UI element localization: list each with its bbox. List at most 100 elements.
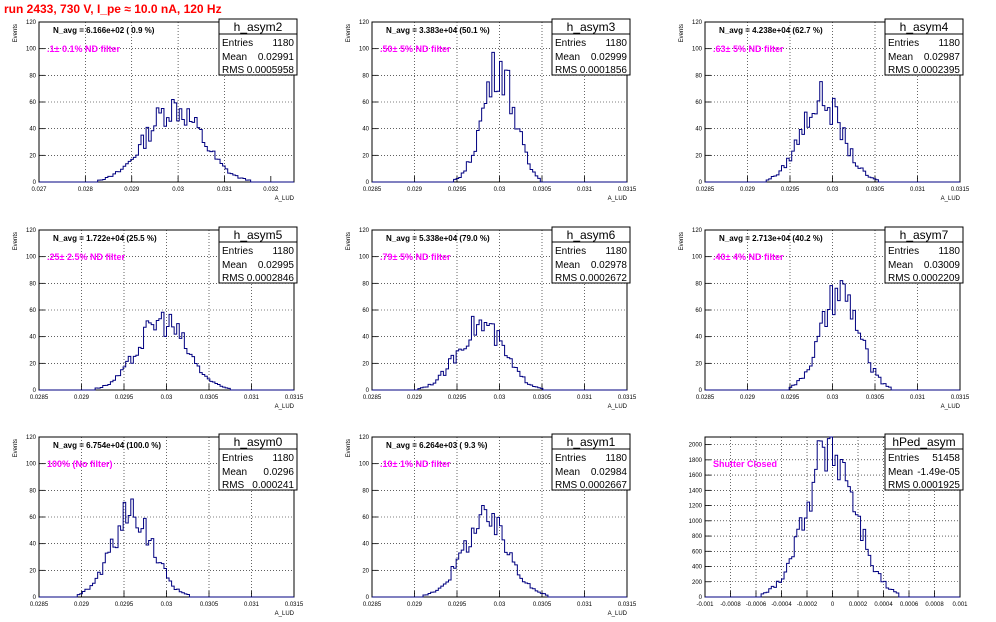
x-tick-label: 0.0315 bbox=[618, 602, 637, 608]
x-tick-label: 0.031 bbox=[910, 395, 926, 401]
x-tick-label: 0.0305 bbox=[533, 395, 552, 401]
x-tick-label: 0.0285 bbox=[363, 187, 382, 193]
y-tick-label: 0 bbox=[33, 595, 37, 601]
x-tick-label: 0.027 bbox=[31, 187, 47, 193]
y-tick-label: 120 bbox=[26, 20, 37, 26]
x-axis-label: A_LUD bbox=[275, 196, 295, 202]
y-tick-label: 60 bbox=[695, 100, 702, 106]
x-tick-label: 0.0305 bbox=[200, 602, 219, 608]
n-avg-label: N_avg = 2.713e+04 (40.2 %) bbox=[719, 234, 823, 243]
y-tick-label: 40 bbox=[362, 335, 369, 341]
filter-label: .25± 2.5% ND filter bbox=[47, 252, 125, 262]
x-tick-label: 0.0305 bbox=[866, 187, 885, 193]
filter-label: .79± 5% ND filter bbox=[380, 252, 451, 262]
x-tick-label: 0.03 bbox=[827, 187, 839, 193]
histogram-h_asym1: 0 20 40 60 80 100 120 0.0285 0.029 0.0295 0.03 0.03… bbox=[346, 433, 637, 617]
stats-mean-label: Mean bbox=[555, 52, 580, 63]
y-tick-label: 60 bbox=[29, 308, 36, 314]
x-axis-label: A_LUD bbox=[275, 404, 295, 410]
stats-entries-value: 1180 bbox=[605, 453, 627, 464]
y-tick-label: 40 bbox=[362, 127, 369, 133]
x-tick-label: 0.032 bbox=[263, 187, 279, 193]
y-tick-label: 80 bbox=[695, 73, 702, 79]
y-tick-label: 100 bbox=[692, 47, 703, 53]
y-tick-label: 120 bbox=[359, 228, 370, 234]
stats-entries-value: 1180 bbox=[938, 246, 960, 257]
x-tick-label: 0.0305 bbox=[866, 395, 885, 401]
stats-mean-label: Mean bbox=[888, 52, 913, 63]
stats-rms-value: 0.0001925 bbox=[913, 480, 961, 491]
stats-mean-label: Mean bbox=[222, 260, 247, 271]
stats-rms-label: RMS bbox=[555, 65, 578, 76]
y-tick-label: 1000 bbox=[689, 519, 703, 525]
stats-rms-value: 0.0005958 bbox=[247, 65, 295, 76]
y-tick-label: 20 bbox=[362, 568, 369, 574]
y-axis-label: Events bbox=[346, 439, 352, 457]
x-tick-label: 0.029 bbox=[407, 395, 423, 401]
y-axis-label: Events bbox=[13, 232, 19, 250]
y-tick-label: 100 bbox=[26, 47, 37, 53]
stats-rms-value: 0.0002846 bbox=[247, 273, 295, 284]
y-tick-label: 80 bbox=[362, 73, 369, 79]
x-tick-label: 0.0305 bbox=[200, 395, 219, 401]
y-tick-label: 100 bbox=[359, 462, 370, 468]
n-avg-label: N_avg = 5.338e+04 (79.0 %) bbox=[386, 234, 490, 243]
x-tick-label: 0 bbox=[831, 602, 835, 608]
stats-entries-label: Entries bbox=[555, 246, 586, 257]
x-tick-label: 0.031 bbox=[577, 602, 593, 608]
filter-label: .40± 4% ND filter bbox=[713, 252, 784, 262]
histogram-h_asym2: 0 20 40 60 80 100 120 0.027 0.028 0.029 0.03 0.031 0… bbox=[13, 18, 298, 202]
stats-title: h_asym2 bbox=[234, 20, 283, 34]
histogram-hPed_asym: 0 200 400 600 800 1000 1200 1400 1600 1800 2000 -0.… bbox=[689, 433, 968, 608]
stats-mean-value: 0.02987 bbox=[924, 52, 961, 63]
histogram-h_asym4: 0 20 40 60 80 100 120 0.0285 0.029 0.0295 0.03 0.03… bbox=[679, 18, 970, 202]
stats-box bbox=[218, 226, 298, 284]
y-axis-label: Events bbox=[346, 232, 352, 250]
y-tick-label: 200 bbox=[692, 580, 703, 586]
stats-entries-value: 1180 bbox=[272, 246, 294, 257]
y-tick-label: 60 bbox=[29, 100, 36, 106]
x-tick-label: 0.0295 bbox=[448, 187, 467, 193]
stats-box bbox=[884, 18, 964, 76]
stats-rms-label: RMS bbox=[888, 65, 911, 76]
x-tick-label: 0.031 bbox=[577, 395, 593, 401]
histogram-h_asym5: 0 20 40 60 80 100 120 0.0285 0.029 0.0295 0.03 0.03… bbox=[13, 226, 304, 410]
stats-rms-value: 0.0001856 bbox=[580, 65, 628, 76]
histogram-h_asym0: 0 20 40 60 80 100 120 0.0285 0.029 0.0295 0.03 0.03… bbox=[13, 433, 304, 617]
stats-entries-label: Entries bbox=[222, 246, 253, 257]
stats-box bbox=[884, 433, 964, 491]
x-tick-label: 0.0315 bbox=[618, 395, 637, 401]
y-axis-label: Events bbox=[679, 24, 685, 42]
y-tick-label: 60 bbox=[695, 308, 702, 314]
histogram-line bbox=[372, 505, 627, 598]
y-tick-label: 0 bbox=[366, 180, 370, 186]
stats-box bbox=[884, 226, 964, 284]
x-tick-label: 0.0315 bbox=[618, 187, 637, 193]
y-tick-label: 100 bbox=[359, 255, 370, 261]
x-tick-label: 0.03 bbox=[827, 395, 839, 401]
filter-label: .50± 5% ND filter bbox=[380, 44, 451, 54]
x-tick-label: 0.0004 bbox=[874, 602, 893, 608]
y-tick-label: 0 bbox=[33, 180, 37, 186]
x-tick-label: 0.0305 bbox=[533, 602, 552, 608]
histogram-line bbox=[705, 280, 960, 391]
x-tick-label: 0.0285 bbox=[363, 395, 382, 401]
stats-mean-label: Mean bbox=[888, 467, 913, 478]
y-tick-label: 40 bbox=[695, 127, 702, 133]
stats-mean-value: -1.49e-05 bbox=[917, 467, 960, 478]
stats-mean-value: 0.02995 bbox=[258, 260, 295, 271]
stats-mean-label: Mean bbox=[555, 260, 580, 271]
x-tick-label: 0.0295 bbox=[448, 602, 467, 608]
y-tick-label: 40 bbox=[29, 127, 36, 133]
x-tick-label: 0.03 bbox=[161, 395, 173, 401]
y-tick-label: 80 bbox=[362, 488, 369, 494]
histogram-line bbox=[372, 315, 627, 391]
n-avg-label: N_avg = 1.722e+04 (25.5 %) bbox=[53, 234, 157, 243]
stats-entries-value: 1180 bbox=[272, 453, 294, 464]
x-tick-label: 0.03 bbox=[161, 602, 173, 608]
y-tick-label: 100 bbox=[359, 47, 370, 53]
x-tick-label: 0.031 bbox=[244, 602, 260, 608]
stats-rms-label: RMS bbox=[222, 273, 245, 284]
x-tick-label: -0.0008 bbox=[720, 602, 741, 608]
n-avg-label: N_avg = 6.166e+02 ( 0.9 %) bbox=[53, 26, 155, 35]
